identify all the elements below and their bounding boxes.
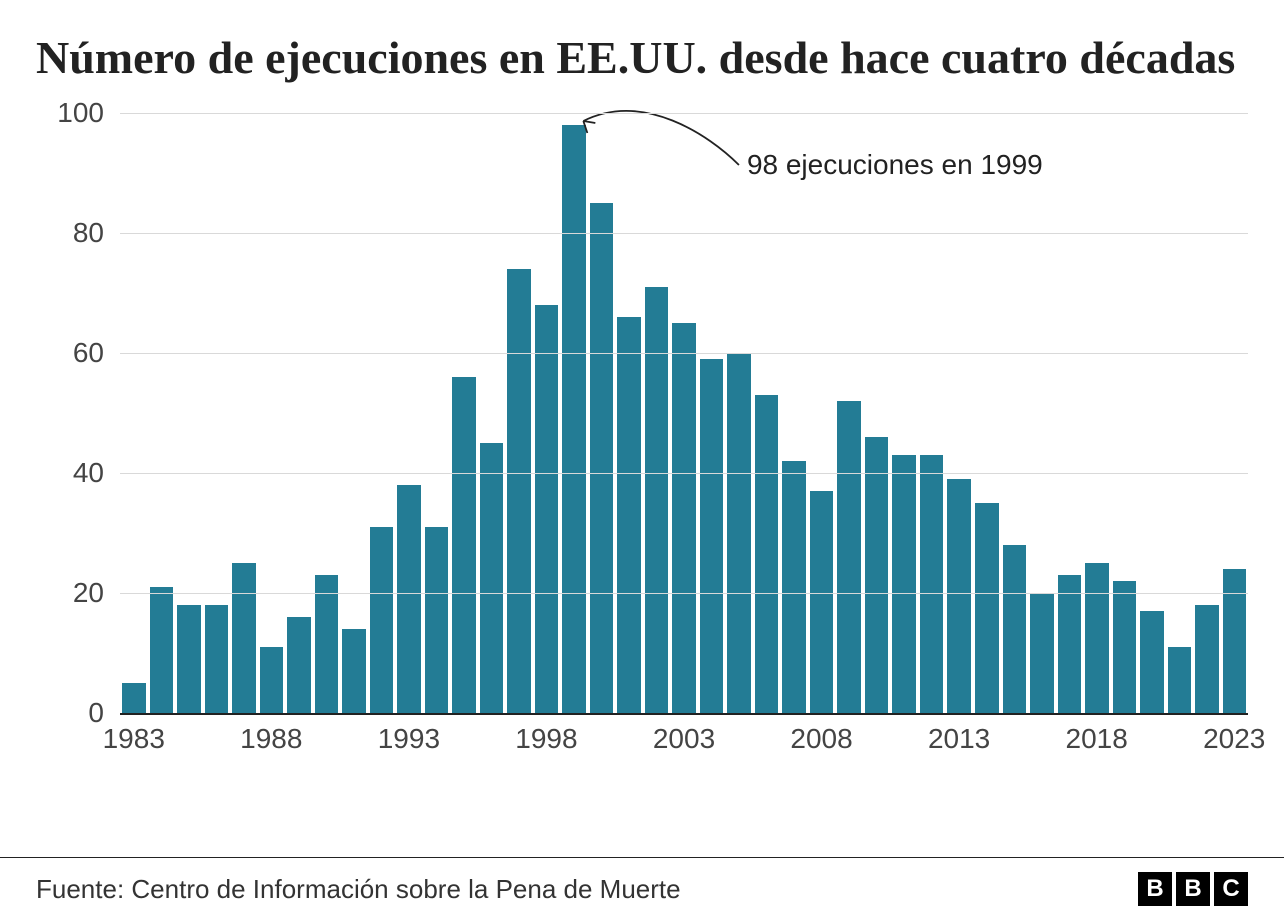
gridline [120,113,1248,114]
plot-area: 98 ejecuciones en 1999 [120,113,1248,715]
logo-letter: B [1176,872,1210,906]
y-tick-label: 20 [73,577,104,609]
y-axis: 020406080100 [36,113,120,713]
chart-title: Número de ejecuciones en EE.UU. desde ha… [36,32,1248,85]
source-text: Fuente: Centro de Información sobre la P… [36,874,681,905]
gridline [120,233,1248,234]
x-tick-label: 1983 [103,723,165,755]
x-tick-label: 1993 [378,723,440,755]
gridline [120,473,1248,474]
chart-container: Número de ejecuciones en EE.UU. desde ha… [0,0,1284,924]
x-axis: 198319881993199820032008201320182023 [120,715,1248,763]
chart-row: 020406080100 98 ejecuciones en 1999 [36,113,1248,715]
x-tick-label: 1988 [240,723,302,755]
gridline [120,593,1248,594]
x-tick-label: 2008 [790,723,852,755]
x-tick-label: 2023 [1203,723,1265,755]
annotation-arrow [120,113,1248,713]
x-tick-label: 2018 [1066,723,1128,755]
y-tick-label: 80 [73,217,104,249]
annotation-text: 98 ejecuciones en 1999 [747,149,1043,181]
y-tick-label: 60 [73,337,104,369]
logo-letter: C [1214,872,1248,906]
y-tick-label: 100 [57,97,104,129]
footer: Fuente: Centro de Información sobre la P… [0,857,1284,924]
bbc-logo: BBC [1138,872,1248,906]
logo-letter: B [1138,872,1172,906]
x-tick-label: 2003 [653,723,715,755]
y-tick-label: 40 [73,457,104,489]
gridline [120,353,1248,354]
x-tick-label: 1998 [515,723,577,755]
x-tick-label: 2013 [928,723,990,755]
